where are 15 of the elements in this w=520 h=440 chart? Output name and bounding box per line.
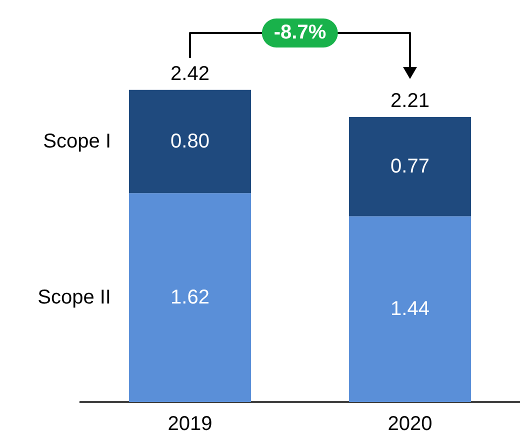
data-label: 1.44 (390, 298, 430, 320)
bar (129, 193, 251, 402)
data-label: 1.62 (170, 286, 210, 309)
x-tick-label: 2020 (388, 413, 432, 435)
data-label: 0.77 (390, 156, 430, 178)
series-label: Scope II (38, 286, 111, 310)
text: -8.7% (262, 18, 338, 48)
x-tick-label: 2019 (168, 413, 212, 435)
total-label: 2.21 (390, 90, 430, 112)
series-label: Scope I (43, 130, 111, 153)
data-label: 0.80 (170, 130, 210, 153)
total-label: 2.42 (170, 62, 210, 85)
bar (349, 117, 471, 216)
bar (129, 90, 251, 194)
bar (349, 216, 471, 402)
